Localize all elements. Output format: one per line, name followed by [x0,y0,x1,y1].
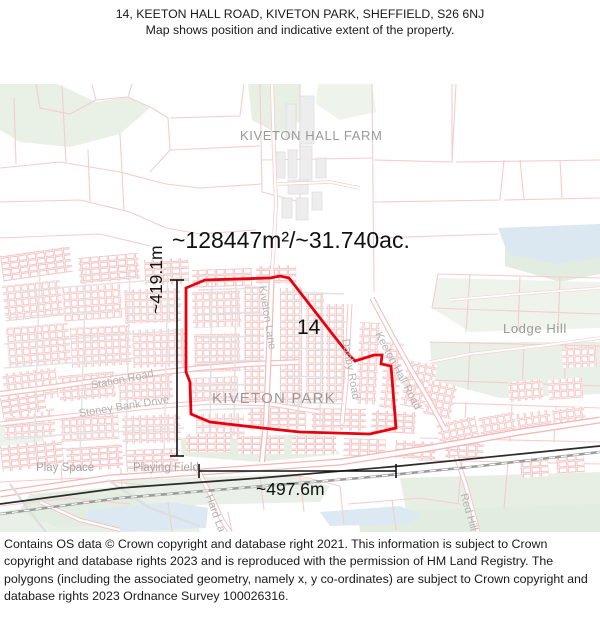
vertical-dimension-label: ~419.1m [146,245,166,314]
property-number-marker: 14 [297,316,321,339]
roads-layer [0,83,600,532]
dimension-lines [170,279,397,478]
property-map[interactable]: KIVETON HALL FARM KIVETON PARK Lodge Hil… [0,42,600,532]
horizontal-dimension-label: ~497.6m [256,479,325,499]
water-layer [86,224,600,532]
map-canvas[interactable] [0,42,600,532]
area-measurement-label: ~128447m²/~31.740ac. [172,227,410,253]
railway [0,445,600,516]
map-header: 14, KEETON HALL ROAD, KIVETON PARK, SHEF… [0,0,600,42]
map-layers [0,42,600,532]
page-subtitle: Map shows position and indicative extent… [145,23,455,37]
buildings-layer [0,95,598,478]
property-boundary-polygon[interactable] [184,274,398,436]
page-title: 14, KEETON HALL ROAD, KIVETON PARK, SHEF… [115,7,485,21]
copyright-notice: Contains OS data © Crown copyright and d… [4,537,588,604]
